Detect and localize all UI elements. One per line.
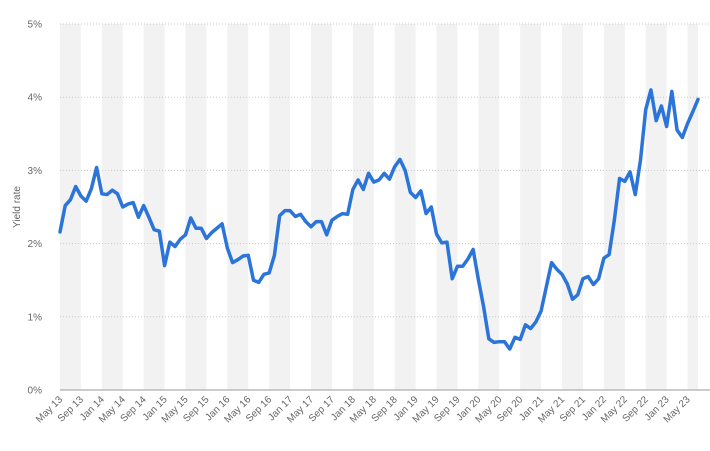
background-band [436,24,458,390]
background-band [269,24,291,390]
y-axis-label: Yield rate [12,186,23,228]
background-band [687,24,698,390]
background-band [60,24,81,390]
background-band [227,24,249,390]
background-band [562,24,583,390]
y-tick-label: 2% [28,239,43,250]
y-tick-labels: 0% 1% 2% 3% 4% 5% [28,20,43,397]
background-band [645,24,667,390]
alternating-bands [60,24,698,390]
background-band [311,24,332,390]
series-line [58,88,700,351]
y-tick-label: 1% [28,312,43,323]
background-band [352,24,374,390]
y-tick-label: 0% [28,386,43,397]
y-tick-label: 3% [28,166,43,177]
background-band [143,24,165,390]
background-band [101,24,123,390]
y-tick-label: 4% [28,93,43,104]
background-band [185,24,207,390]
y-tick-label: 5% [28,20,43,31]
background-band [394,24,416,390]
background-band [520,24,542,390]
